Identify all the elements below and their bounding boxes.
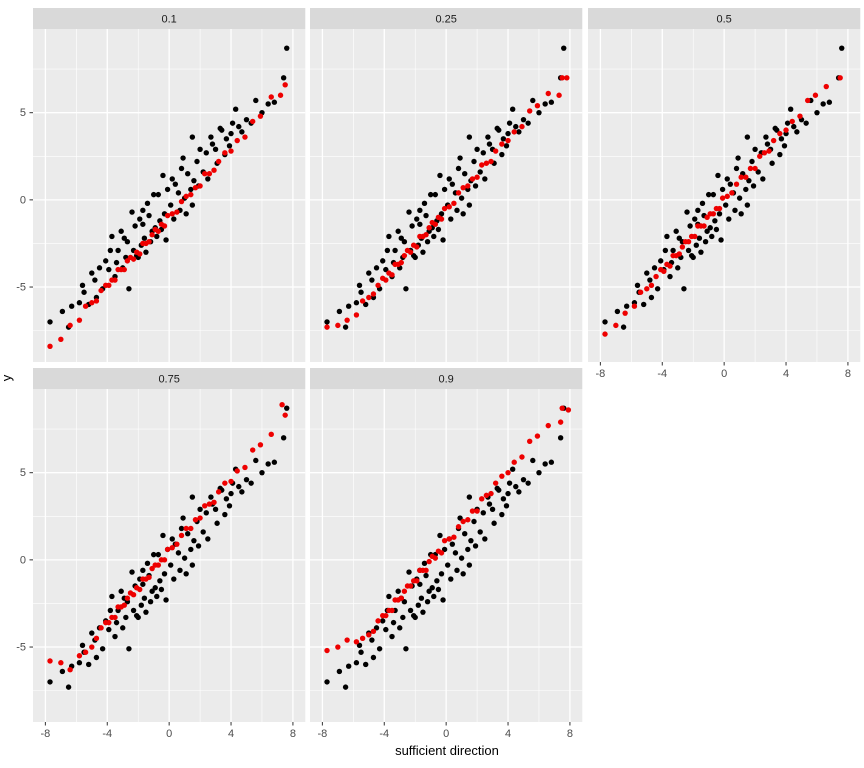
points-fitted-red	[601, 75, 843, 337]
y-tick-label: -5	[16, 282, 26, 294]
facet-0.75: 0.75 -8 -4 0 4 8 5 0 -5	[16, 368, 306, 746]
facet-strip: 0.5	[587, 8, 860, 29]
x-tick-label: 8	[567, 728, 573, 740]
facet-strip-label: 0.25	[436, 14, 457, 26]
facet-strip-label: 0.9	[439, 374, 454, 386]
facet-strip: 0.75	[33, 368, 306, 389]
facet-0.1: 0.1 5 0 -5	[16, 8, 306, 386]
x-tick-label: 8	[844, 368, 850, 380]
x-tick-label: 0	[166, 728, 172, 740]
panel-gridlines	[310, 389, 583, 722]
points-observed-black	[47, 45, 290, 330]
x-tick-label: 4	[228, 728, 234, 740]
facet-strip: 0.1	[33, 8, 306, 29]
y-tick-label: 0	[20, 194, 26, 206]
facet-0.25: 0.25	[310, 8, 583, 386]
points-fitted-red	[47, 82, 288, 350]
x-tick-label: -4	[657, 368, 667, 380]
facet-strip: 0.25	[310, 8, 583, 29]
axis-ticks: -8 -4 0 4 8 5 0 -5	[16, 467, 296, 740]
y-tick-label: 5	[20, 107, 26, 119]
points-fitted-red	[324, 75, 570, 330]
points-fitted-red	[324, 405, 572, 654]
facet-strip-label: 0.1	[162, 14, 177, 26]
y-axis-title: y	[0, 374, 14, 382]
facet-0.5: 0.5 -8 -4 0 4 8	[587, 8, 860, 386]
y-tick-label: 5	[20, 467, 26, 479]
facet-strip-label: 0.5	[716, 14, 731, 26]
facet-strip: 0.9	[310, 368, 583, 389]
x-tick-label: -8	[595, 368, 605, 380]
x-tick-label: -8	[318, 728, 328, 740]
panel-gridlines	[310, 29, 583, 362]
points-observed-black	[324, 45, 567, 330]
x-axis-title: sufficient direction	[395, 743, 499, 758]
x-tick-label: 4	[783, 368, 789, 380]
facet-0.9: 0.9 -8 -4 0 4 8	[310, 368, 583, 746]
x-tick-label: 0	[443, 728, 449, 740]
axis-ticks: 5 0 -5	[16, 107, 33, 294]
y-tick-label: -5	[16, 642, 26, 654]
points-fitted-red	[47, 401, 288, 673]
x-tick-label: -4	[380, 728, 390, 740]
x-tick-label: 0	[721, 368, 727, 380]
points-observed-black	[601, 45, 845, 330]
x-tick-label: -8	[40, 728, 50, 740]
facet-strip-label: 0.75	[158, 374, 179, 386]
axis-ticks: -8 -4 0 4 8	[595, 362, 851, 380]
panel-gridlines	[33, 389, 306, 722]
x-tick-label: 8	[290, 728, 296, 740]
axis-ticks: -8 -4 0 4 8	[318, 722, 573, 740]
x-tick-label: 4	[505, 728, 511, 740]
x-tick-label: -4	[102, 728, 112, 740]
y-tick-label: 0	[20, 554, 26, 566]
panel-gridlines	[33, 29, 306, 362]
